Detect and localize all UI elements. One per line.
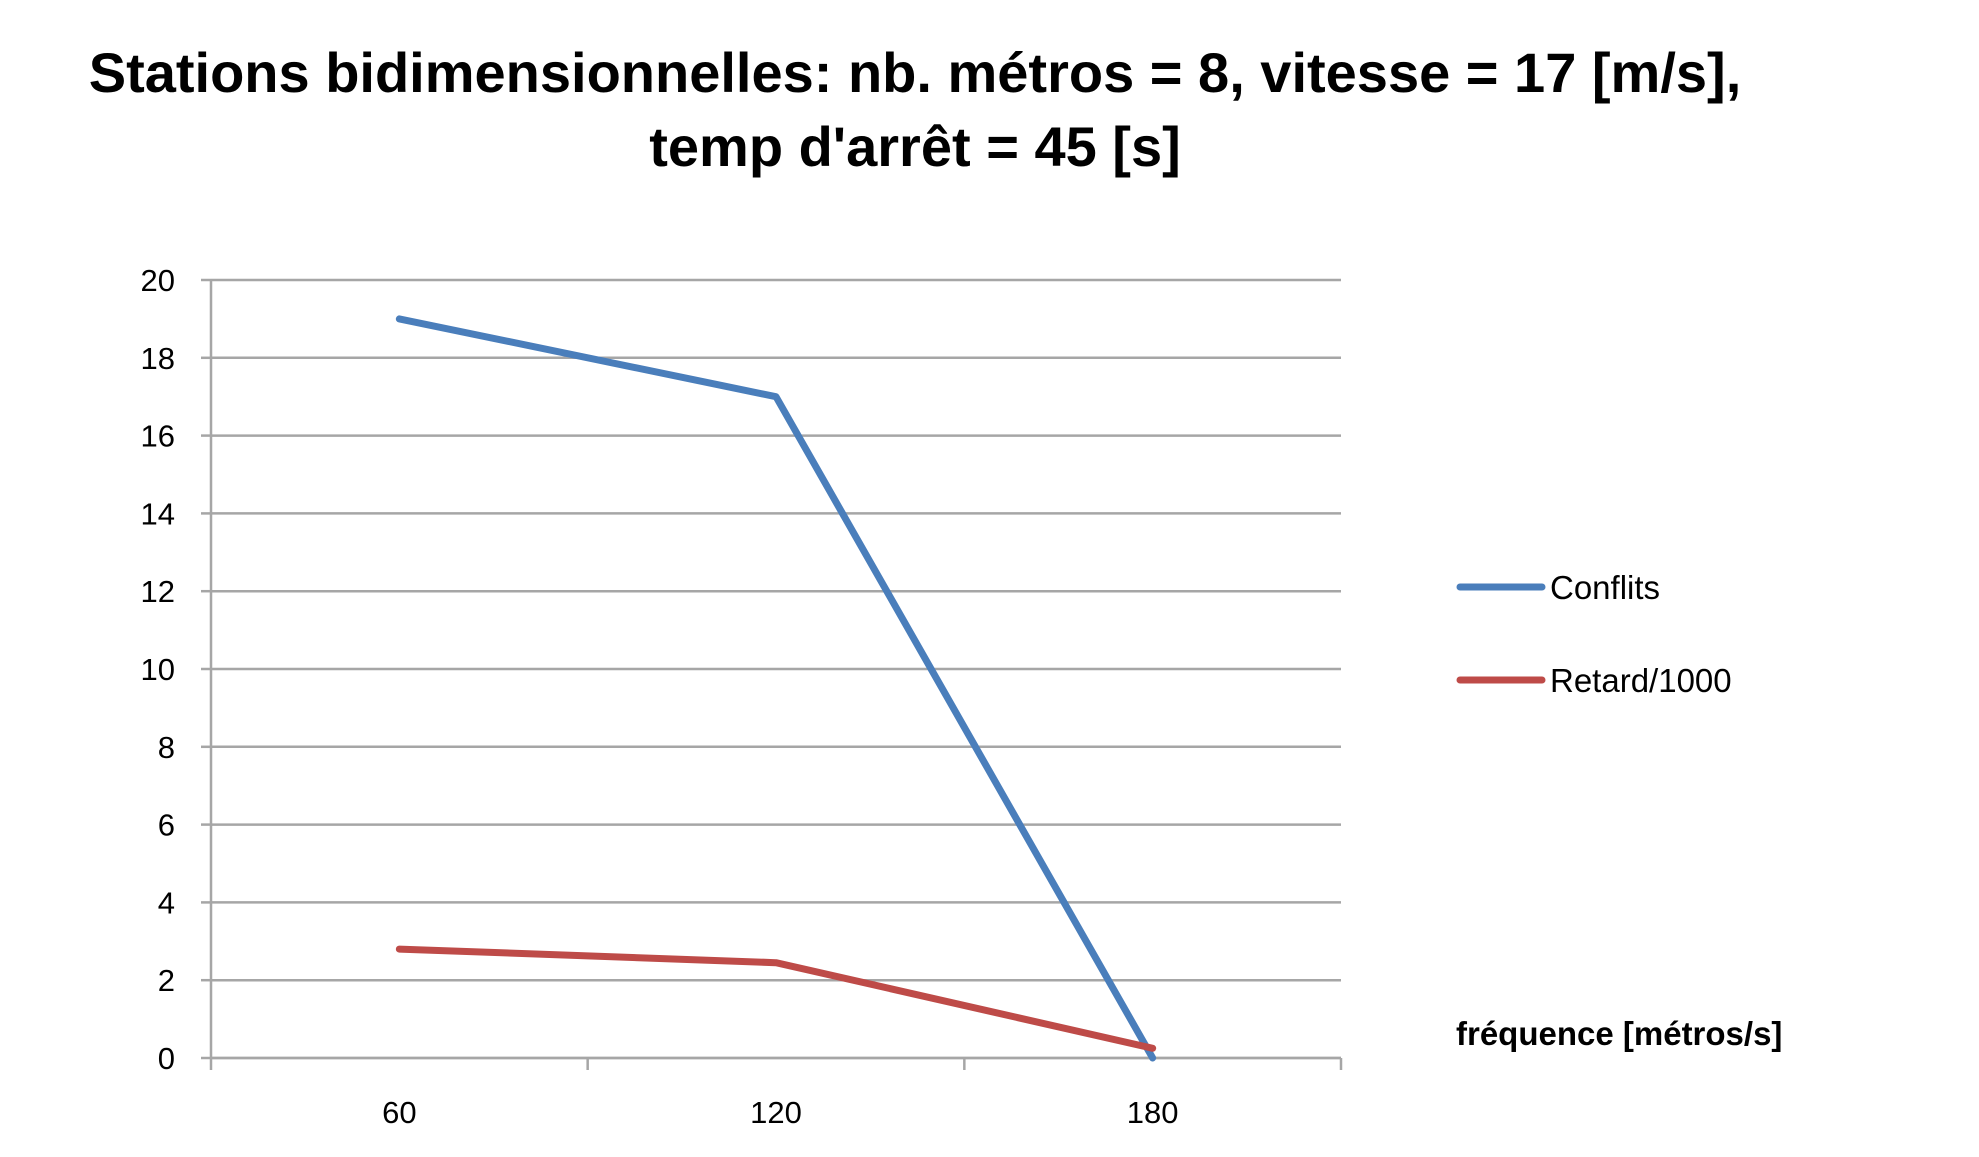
x-tick-label: 120 xyxy=(750,1095,802,1130)
gridlines xyxy=(211,278,1341,1060)
y-tick-label: 2 xyxy=(158,963,175,998)
legend-label: Conflits xyxy=(1550,569,1660,606)
y-tick-label: 6 xyxy=(158,808,175,843)
legend: Conflits Retard/1000 xyxy=(1456,569,1732,699)
y-tick-label: 12 xyxy=(141,574,175,609)
x-axis-title: fréquence [métros/s] xyxy=(1456,1015,1782,1052)
axes: 0 2 4 6 8 10 12 14 16 18 20 60 120 180 xyxy=(141,263,1343,1130)
series-lines xyxy=(395,315,1157,1062)
y-tick-label: 18 xyxy=(141,341,175,376)
y-tick-label: 0 xyxy=(158,1041,175,1076)
y-tick-label: 10 xyxy=(141,652,175,687)
series-line-conflits xyxy=(395,315,1157,1062)
x-tick-label: 60 xyxy=(382,1095,416,1130)
y-tick-label: 8 xyxy=(158,730,175,765)
x-tick-label: 180 xyxy=(1127,1095,1179,1130)
y-tick-label: 20 xyxy=(141,263,175,298)
legend-label: Retard/1000 xyxy=(1550,662,1732,699)
series-line-retard-1000 xyxy=(395,945,1157,1052)
y-tick-label: 16 xyxy=(141,419,175,454)
y-tick-label: 14 xyxy=(141,496,175,531)
y-tick-label: 4 xyxy=(158,885,175,920)
chart-title: Stations bidimensionnelles: nb. métros =… xyxy=(88,41,1742,179)
